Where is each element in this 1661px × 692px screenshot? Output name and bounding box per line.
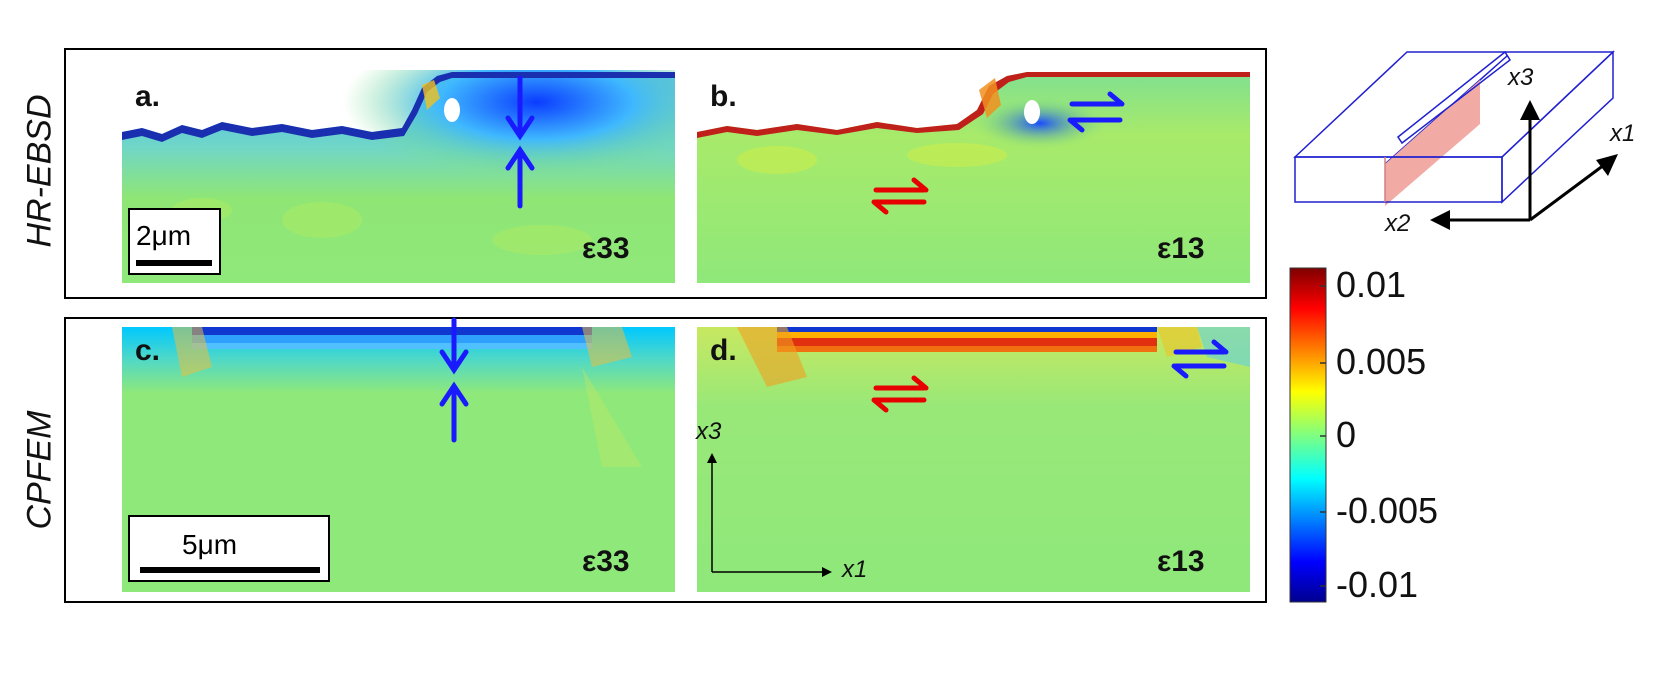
panel-label-b: b. <box>710 80 737 113</box>
strain-label-a: ε33 <box>582 232 630 265</box>
strain-map-d <box>697 327 1250 592</box>
panel-d-cpfem-e13 <box>697 327 1250 592</box>
colorbar-tick-label: -0.005 <box>1336 490 1439 531</box>
scalebar-bottom: 5μm <box>128 515 330 582</box>
colorbar-tick-label: 0 <box>1336 414 1357 455</box>
colorbar-tick-label: 0.01 <box>1336 264 1407 305</box>
panel-label-c: c. <box>135 334 161 367</box>
schematic-x2-label: x2 <box>1385 210 1411 237</box>
axes-inset-x3-label: x3 <box>696 418 722 445</box>
strain-map-b <box>697 70 1250 283</box>
specimen-schematic <box>1293 50 1615 206</box>
axes-inset-x1-label: x1 <box>842 556 868 583</box>
schematic-x1-label: x1 <box>1610 120 1636 147</box>
panel-label-d: d. <box>710 334 737 367</box>
row-label-cpfem: CPFEM <box>20 410 59 530</box>
colorbar-ticks <box>1320 285 1326 587</box>
strain-label-d: ε13 <box>1157 545 1205 578</box>
panel-b-ebsd-e13 <box>697 70 1250 283</box>
hr-ebsd-row-frame <box>64 48 1267 299</box>
schematic-x3-label: x3 <box>1508 64 1534 91</box>
strain-map-a <box>122 70 675 283</box>
panel-a-ebsd-e33 <box>122 70 675 283</box>
cpfem-row-frame <box>64 317 1267 603</box>
colorbar-gradient <box>1289 267 1327 603</box>
row-label-hr-ebsd: HR-EBSD <box>20 94 59 248</box>
schematic-axes <box>1430 100 1618 230</box>
strain-label-b: ε13 <box>1157 232 1205 265</box>
scalebar-bottom-label: 5μm <box>182 529 238 560</box>
scalebar-bottom-bar <box>140 567 320 573</box>
scalebar-top-bar <box>136 260 212 266</box>
strain-label-c: ε33 <box>582 545 630 578</box>
scalebar-top-label: 2μm <box>136 220 192 251</box>
scalebar-top: 2μm <box>128 208 221 275</box>
colorbar-tick-label: -0.01 <box>1336 564 1419 605</box>
panel-label-a: a. <box>135 80 161 113</box>
colorbar-tick-label: 0.005 <box>1336 341 1427 382</box>
